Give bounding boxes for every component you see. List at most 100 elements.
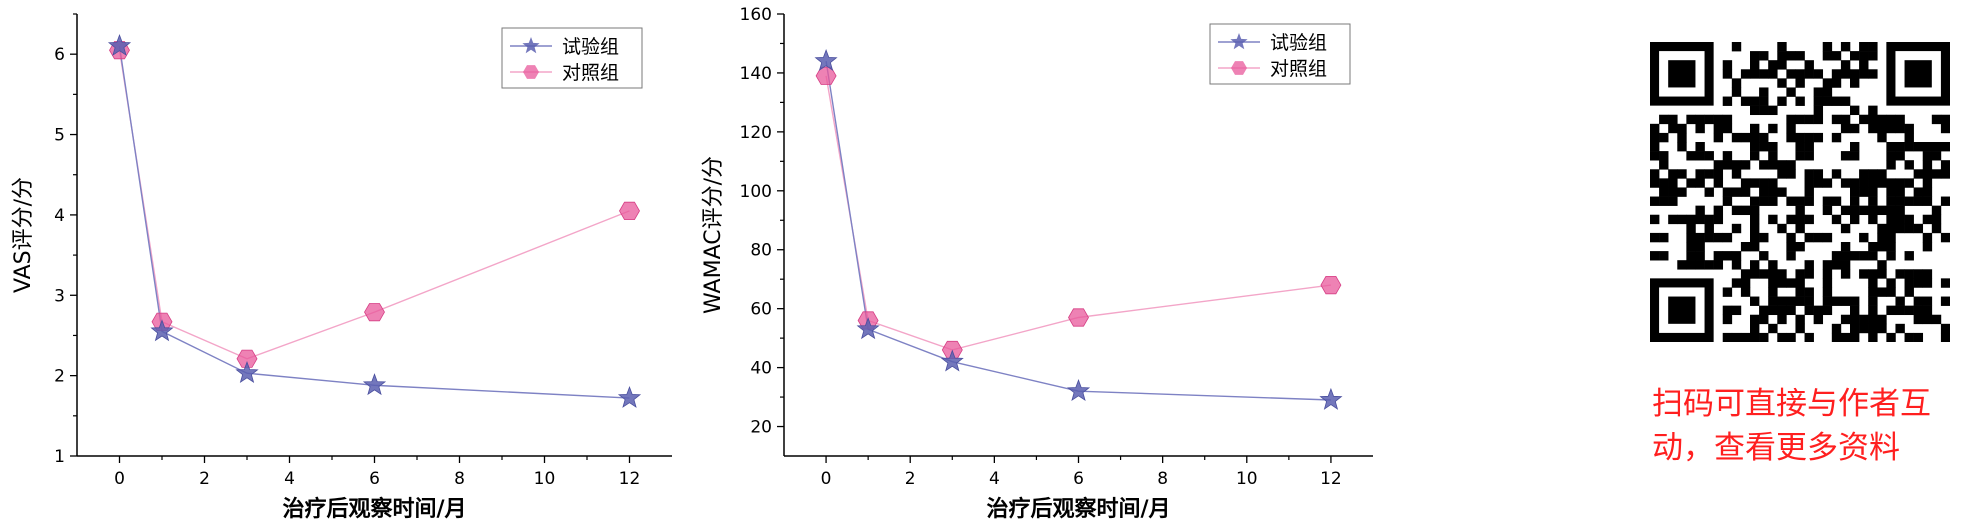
qr-module (1786, 169, 1796, 179)
qr-module (1731, 278, 1742, 288)
data-point-hexagon (815, 66, 837, 85)
qr-module (1768, 278, 1778, 288)
qr-module (1831, 114, 1842, 125)
x-tick-label: 8 (1157, 469, 1168, 489)
qr-module (1822, 296, 1833, 306)
qr-module (1904, 178, 1914, 188)
qr-module (1768, 60, 1778, 70)
qr-module (1940, 169, 1950, 179)
qr-module (1777, 269, 1787, 279)
qr-module (1877, 314, 1887, 325)
qr-module (1822, 260, 1833, 270)
qr-module (1759, 142, 1769, 152)
qr-module (1750, 205, 1760, 216)
qr-module (1904, 332, 1914, 342)
qr-module (1686, 260, 1696, 270)
qr-module (1768, 123, 1778, 134)
data-point-star (1066, 379, 1091, 402)
qr-module (1822, 287, 1833, 297)
qr-module (1886, 242, 1896, 252)
qr-module (1786, 332, 1796, 342)
qr-module (1940, 123, 1950, 134)
qr-module (1868, 251, 1878, 261)
qr-module (1759, 232, 1769, 243)
qr-module (1722, 160, 1733, 170)
qr-module (1822, 205, 1833, 216)
qr-module (1795, 242, 1805, 252)
qr-module (1895, 214, 1905, 225)
qr-module (1695, 178, 1705, 188)
qr-module (1713, 214, 1724, 225)
qr-module (1913, 142, 1924, 152)
qr-module (1904, 196, 1914, 206)
qr-module (1886, 232, 1896, 243)
qr-module (1868, 178, 1878, 188)
qr-module (1695, 205, 1705, 216)
qr-module (1868, 105, 1878, 116)
qr-module (1831, 78, 1842, 88)
qr-module (1713, 160, 1724, 170)
qr-module (1813, 114, 1824, 125)
qr-module (1686, 151, 1696, 161)
qr-module (1895, 151, 1905, 161)
qr-module (1859, 42, 1869, 52)
qr-module (1868, 296, 1878, 306)
qr-module (1677, 169, 1687, 179)
qr-module (1750, 105, 1760, 116)
qr-module (1786, 87, 1796, 97)
qr-module (1786, 123, 1796, 134)
qr-module (1904, 269, 1914, 279)
qr-module (1750, 232, 1760, 243)
x-tick-label: 6 (369, 469, 380, 489)
qr-module (1931, 151, 1942, 161)
qr-module (1922, 314, 1933, 325)
qr-module (1686, 114, 1696, 125)
qr-module (1740, 332, 1751, 342)
qr-module (1750, 269, 1760, 279)
qr-module (1804, 287, 1814, 297)
qr-module (1740, 242, 1751, 252)
qr-module (1659, 178, 1669, 188)
qr-module (1868, 169, 1878, 179)
qr-module (1777, 187, 1787, 197)
qr-module (1659, 251, 1669, 261)
qr-module (1777, 60, 1787, 70)
qr-module (1740, 278, 1751, 288)
qr-module (1740, 69, 1751, 79)
qr-module (1750, 178, 1760, 188)
qr-module (1786, 305, 1796, 316)
qr-module (1868, 123, 1878, 134)
qr-module (1895, 123, 1905, 134)
qr-module (1831, 251, 1842, 261)
qr-module (1877, 260, 1887, 270)
qr-module (1704, 214, 1714, 225)
qr-module (1850, 305, 1860, 316)
qr-module (1859, 114, 1869, 125)
qr-module (1822, 42, 1833, 52)
qr-module (1813, 69, 1824, 79)
qr-module (1859, 169, 1869, 179)
qr-finder-center (1904, 60, 1932, 88)
qr-module (1822, 196, 1833, 206)
qr-module (1659, 196, 1669, 206)
qr-module (1786, 251, 1796, 261)
qr-module (1840, 223, 1851, 234)
qr-module (1695, 242, 1705, 252)
qr-module (1650, 196, 1660, 206)
legend-label: 试验组 (562, 36, 619, 58)
qr-module (1804, 60, 1814, 70)
qr-module (1813, 169, 1824, 179)
qr-module (1650, 178, 1660, 188)
qr-module (1731, 332, 1742, 342)
qr-module (1850, 187, 1860, 197)
qr-module (1668, 196, 1678, 206)
y-tick-label: 1 (54, 447, 65, 467)
y-tick-label: 160 (740, 5, 772, 25)
qr-module (1850, 314, 1860, 325)
qr-code-icon (1650, 42, 1950, 342)
qr-module (1904, 142, 1914, 152)
data-point-star (362, 373, 387, 396)
qr-module (1840, 42, 1851, 52)
qr-module (1677, 260, 1687, 270)
qr-module (1786, 196, 1796, 206)
